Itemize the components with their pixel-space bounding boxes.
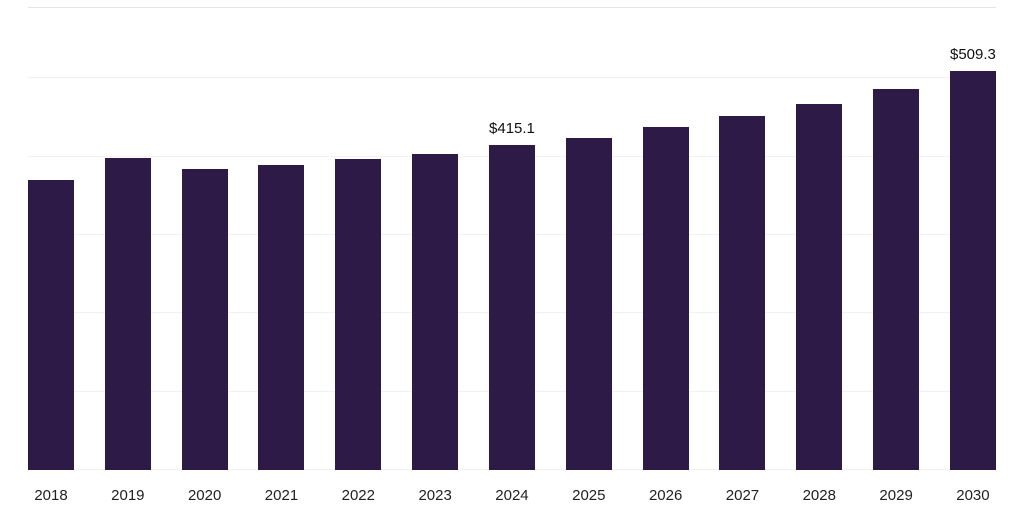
x-tick-2019: 2019	[111, 487, 145, 504]
bar-2025	[565, 138, 612, 470]
bar-column-2022	[335, 8, 382, 470]
gridline	[28, 77, 996, 79]
x-tick-2028: 2028	[802, 487, 836, 504]
bar-2021	[258, 165, 305, 470]
bar-column-2019	[104, 8, 151, 470]
bar-2020	[181, 169, 228, 470]
bar-2024	[488, 144, 535, 470]
x-tick-2018: 2018	[34, 487, 68, 504]
bar-column-2030: $509.3	[949, 8, 996, 470]
data-label-2024: $415.1	[489, 119, 535, 137]
bar-2022	[335, 159, 382, 470]
bar-2029	[873, 88, 920, 470]
plot-area: $415.1 $509.3	[28, 7, 996, 470]
bar-2023	[412, 153, 459, 470]
x-tick-2023: 2023	[418, 487, 452, 504]
bar-2019	[104, 158, 151, 470]
bar-column-2018	[28, 8, 74, 470]
data-label-2030: $509.3	[949, 46, 996, 64]
bar-2018	[28, 180, 74, 470]
bar-2028	[796, 103, 843, 470]
bar-column-2025	[565, 8, 612, 470]
bar-column-2021	[258, 8, 305, 470]
x-tick-2020: 2020	[187, 487, 222, 504]
x-tick-2025: 2025	[572, 487, 606, 504]
bar-column-2029	[873, 8, 920, 470]
bar-2027	[719, 116, 766, 470]
bar-column-2024: $415.1	[488, 8, 535, 470]
bar-column-2028	[796, 8, 843, 470]
x-tick-2027: 2027	[725, 487, 760, 504]
plot-top-border	[28, 7, 996, 8]
x-tick-2024: 2024	[495, 487, 529, 504]
x-tick-2026: 2026	[648, 487, 683, 504]
x-tick-2021: 2021	[264, 487, 299, 504]
x-axis: 2018 2019 2020 2021 2022 2023 2024 2025 2026 2027…	[28, 487, 996, 504]
bar-column-2020	[181, 8, 228, 470]
bar-2030	[949, 71, 996, 470]
bar-2026	[642, 127, 689, 470]
bar-column-2023	[412, 8, 459, 470]
bar-column-2027	[719, 8, 766, 470]
x-tick-2022: 2022	[341, 487, 375, 504]
x-tick-2030: 2030	[956, 487, 990, 504]
bar-column-2026	[642, 8, 689, 470]
bars-group: $415.1 $509.3	[28, 8, 996, 470]
x-tick-2029: 2029	[879, 487, 913, 504]
